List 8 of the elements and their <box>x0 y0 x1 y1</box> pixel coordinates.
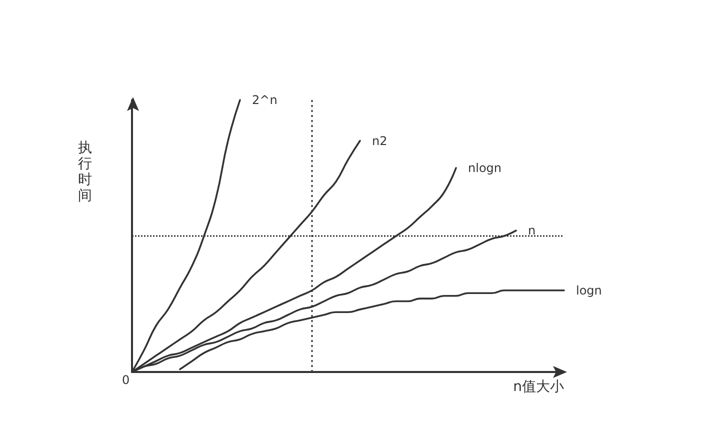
series-label: n <box>528 224 536 238</box>
x-axis-title: n值大小 <box>513 379 564 395</box>
text: 0 <box>122 373 130 387</box>
series-label: nlogn <box>468 161 502 175</box>
series-label: 2^n <box>252 93 278 107</box>
y-axis-title: 执行时间 <box>78 140 92 204</box>
series-label: logn <box>576 283 602 298</box>
series-label: n2 <box>372 134 388 148</box>
